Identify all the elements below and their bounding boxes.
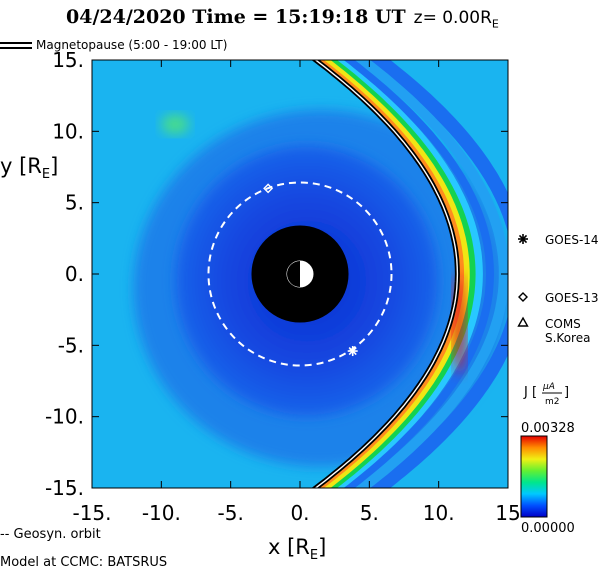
y-axis-label-text: y [R bbox=[0, 154, 42, 178]
plot-area bbox=[92, 60, 508, 488]
legend-label-goes-14: GOES-14 bbox=[545, 233, 599, 247]
x-axis-label: x [RE] bbox=[268, 535, 327, 564]
colorbar-unit-denominator: m2 bbox=[545, 397, 560, 407]
x-tick-label: 0. bbox=[290, 501, 309, 525]
colorbar-label-prefix: J [ bbox=[523, 385, 537, 400]
y-tick-label: 15. bbox=[52, 48, 84, 72]
colorbar-label: J [ bbox=[523, 385, 537, 400]
colorbar-max-label: 0.00328 bbox=[521, 421, 575, 436]
y-tick-label: 0. bbox=[65, 262, 84, 286]
x-axis-label-subscript: E bbox=[309, 548, 319, 564]
legend-marker-coms bbox=[517, 316, 529, 327]
x-axis-label-text: x [R bbox=[268, 535, 310, 559]
colorbar-unit-numerator: μA bbox=[542, 382, 555, 392]
asterisk-stroke bbox=[518, 234, 528, 244]
x-axis: -15. -10. -5. 0. 5. 10. 15 bbox=[72, 60, 521, 525]
legend-marker-goes-13 bbox=[518, 292, 528, 302]
y-axis-label: y [RE] bbox=[0, 154, 59, 183]
y-axis-label-subscript: E bbox=[41, 167, 51, 183]
colorbar-label-close: ] bbox=[564, 385, 569, 400]
x-tick-label: -10. bbox=[142, 501, 181, 525]
y-axis: 15. 10. 5. 0. -5. -10. -15. bbox=[45, 48, 508, 500]
geosync-orbit bbox=[207, 181, 393, 367]
x-tick-label: 15 bbox=[495, 501, 520, 525]
current-band-3 bbox=[330, 60, 483, 488]
magnetopause-boundary-inner bbox=[314, 60, 459, 488]
legend-label-goes-13: GOES-13 bbox=[545, 291, 599, 305]
x-tick-label: 10. bbox=[423, 501, 455, 525]
x-tick-label: -15. bbox=[72, 501, 111, 525]
geosync-orbit-legend: -- Geosyn. orbit bbox=[0, 527, 101, 542]
asterisk-stroke bbox=[348, 346, 357, 356]
satellite-markers bbox=[263, 183, 358, 357]
magnetopause-legend-label: Magnetopause (5:00 - 19:00 LT) bbox=[36, 38, 228, 52]
legend-label-s-korea: S.Korea bbox=[545, 331, 590, 345]
title-z-text: z= 0.00R bbox=[413, 8, 492, 28]
diamond-shape bbox=[518, 292, 528, 302]
title-time: 04/24/2020 Time = 15:19:18 UT bbox=[66, 6, 406, 28]
colorbar-scale bbox=[520, 435, 548, 518]
title-z-subscript: E bbox=[491, 17, 499, 31]
chart-title: 04/24/2020 Time = 15:19:18 UT z= 0.00RE bbox=[66, 6, 499, 30]
diamond-shape bbox=[263, 183, 274, 194]
model-credit: Model at CCMC: BATSRUS bbox=[0, 555, 168, 570]
colorbar-min-label: 0.00000 bbox=[521, 521, 575, 536]
triangle-shape bbox=[517, 316, 529, 327]
x-tick-label: -5. bbox=[218, 501, 244, 525]
y-tick-label: -10. bbox=[45, 405, 84, 429]
y-tick-label: 5. bbox=[65, 191, 84, 215]
satellite-marker-goes-14 bbox=[347, 346, 358, 357]
x-tick-label: 5. bbox=[360, 501, 379, 525]
current-band-5 bbox=[317, 60, 470, 488]
legend-marker-goes-14 bbox=[518, 234, 528, 244]
current-band-2 bbox=[341, 60, 495, 488]
y-tick-label: -15. bbox=[45, 476, 84, 500]
magnetopause-legend: Magnetopause (5:00 - 19:00 LT) bbox=[0, 38, 227, 52]
title-z-position: z= 0.00RE bbox=[413, 8, 499, 31]
current-band-6 bbox=[315, 60, 464, 488]
field-hotspot bbox=[161, 114, 190, 135]
satellite-marker-goes-13 bbox=[263, 183, 274, 194]
earth-nightside-icon bbox=[287, 261, 300, 287]
legend-label-coms: COMS bbox=[545, 317, 581, 331]
magnetopause-legend-swatch bbox=[0, 42, 32, 49]
earth-day-night-icon bbox=[286, 260, 314, 288]
y-tick-label: -5. bbox=[58, 333, 84, 357]
current-band-0 bbox=[366, 60, 508, 488]
colorbar: J [ μA m2 ] 0.00328 0.00000 bbox=[520, 382, 575, 536]
y-tick-label: 10. bbox=[52, 119, 84, 143]
